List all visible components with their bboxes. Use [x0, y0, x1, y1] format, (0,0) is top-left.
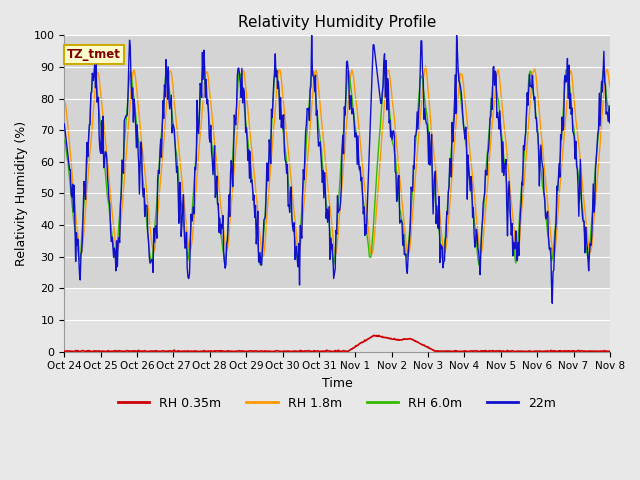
- Text: TZ_tmet: TZ_tmet: [67, 48, 121, 61]
- Legend: RH 0.35m, RH 1.8m, RH 6.0m, 22m: RH 0.35m, RH 1.8m, RH 6.0m, 22m: [113, 392, 561, 415]
- Title: Relativity Humidity Profile: Relativity Humidity Profile: [238, 15, 436, 30]
- Bar: [64, 288, 610, 351]
- X-axis label: Time: Time: [322, 377, 353, 390]
- Y-axis label: Relativity Humidity (%): Relativity Humidity (%): [15, 121, 28, 266]
